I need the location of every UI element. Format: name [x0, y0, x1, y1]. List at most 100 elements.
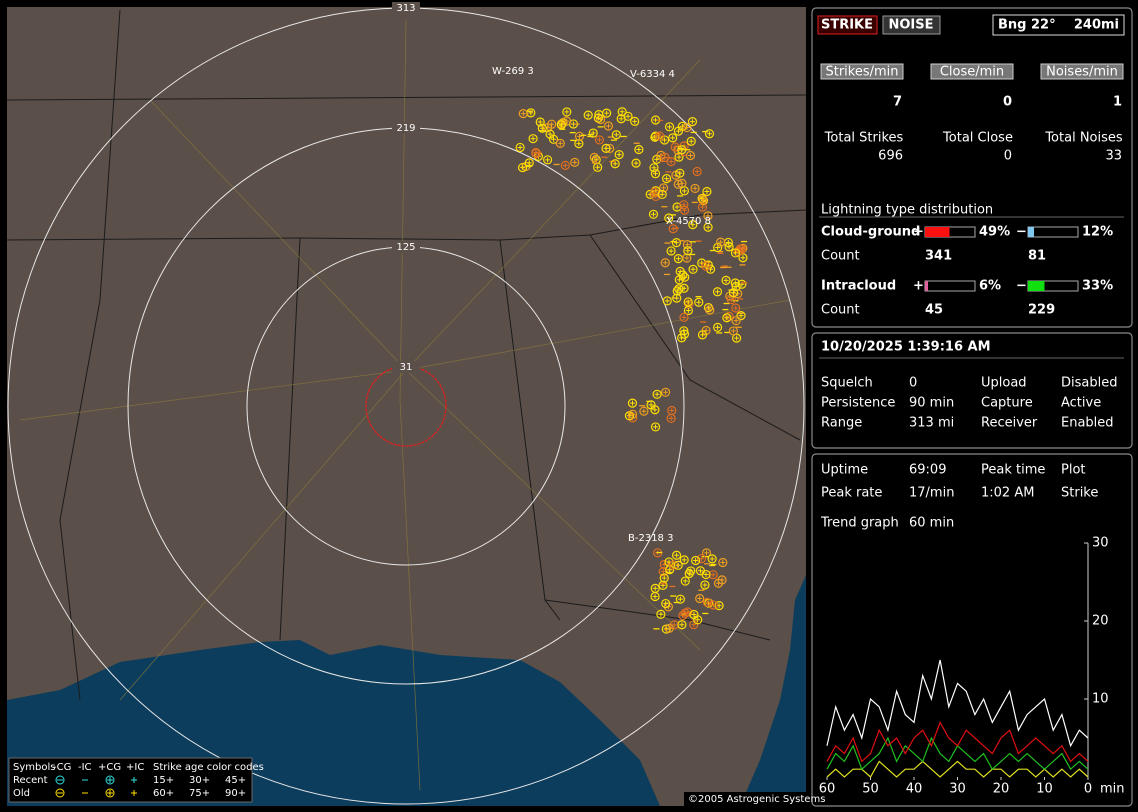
strike [697, 568, 703, 574]
noise-button[interactable] [882, 15, 941, 35]
strike [576, 133, 582, 139]
strike [595, 115, 601, 121]
rate-button[interactable] [1040, 63, 1124, 80]
legend-box [8, 757, 253, 803]
strike [684, 255, 690, 261]
strike [696, 299, 702, 305]
legend-symbol [55, 788, 65, 798]
strike [710, 602, 716, 608]
strike [695, 593, 705, 604]
x-tick-label: 20 [993, 782, 1010, 797]
strike [707, 554, 717, 564]
strike [531, 147, 541, 158]
borders [6, 9, 807, 701]
strike [674, 552, 680, 558]
distribution-title: Lightning type distribution [821, 203, 993, 218]
strike [715, 324, 721, 330]
strike [675, 266, 685, 276]
trend-line [826, 720, 1089, 763]
strike [526, 160, 532, 166]
strike [679, 555, 689, 565]
legend-symbol [131, 790, 137, 796]
strike [663, 389, 669, 395]
strike [555, 138, 565, 148]
ring-label: 219 [396, 123, 415, 134]
strike [704, 188, 710, 194]
strike [677, 596, 683, 602]
strike [661, 185, 667, 191]
strike [639, 406, 649, 416]
sign: + [913, 225, 924, 240]
x-tick-label: 0 [1084, 782, 1092, 797]
strike [675, 128, 681, 134]
legend-header: +CG [98, 762, 121, 773]
x-tick-label: 30 [949, 782, 966, 797]
strike [686, 136, 696, 146]
strike [657, 189, 667, 200]
strike [731, 281, 741, 292]
legend-header: -CG [53, 762, 71, 773]
strike [675, 181, 681, 187]
panel-status [811, 332, 1133, 449]
strike [701, 261, 711, 271]
strike [681, 314, 687, 320]
strike [674, 204, 680, 210]
strike [667, 124, 673, 130]
panel [811, 453, 1133, 807]
strike [726, 294, 736, 305]
strike [564, 118, 570, 124]
bar [1028, 281, 1045, 291]
strike [668, 159, 674, 165]
strike [740, 255, 746, 261]
strike [703, 550, 709, 556]
strike [669, 407, 675, 413]
strike [664, 557, 674, 567]
strike [675, 562, 681, 568]
strike [611, 130, 621, 140]
strike [630, 411, 636, 417]
strike [714, 289, 720, 295]
bar [1028, 227, 1034, 237]
stats-cell: Peak time [981, 463, 1045, 478]
strike [682, 122, 692, 133]
strike [703, 222, 713, 232]
x-unit: min [1100, 782, 1125, 797]
strike [680, 576, 690, 586]
rate-button[interactable] [820, 63, 904, 80]
strike [659, 559, 669, 570]
x-tick-label: 10 [1036, 782, 1053, 797]
age-code: 30+ [189, 775, 210, 786]
strike [679, 205, 690, 215]
panel [811, 7, 1133, 328]
strike [675, 594, 685, 604]
strike [666, 413, 676, 424]
strike [708, 600, 719, 610]
strike [714, 600, 724, 611]
strike [697, 596, 703, 602]
strike [537, 119, 543, 125]
strike [659, 191, 665, 197]
legend-row: Old [13, 788, 30, 799]
strike-button[interactable] [817, 15, 878, 35]
age-code: 15+ [153, 775, 174, 786]
strike [718, 239, 724, 245]
status-cell: Persistence [821, 396, 895, 411]
rate-label: Noises/min [1046, 65, 1118, 80]
rate-button[interactable] [930, 63, 1014, 80]
strike [695, 617, 701, 623]
strike [662, 260, 668, 266]
trend-value: 60 min [909, 516, 954, 531]
strike [674, 284, 684, 294]
strike [699, 332, 705, 338]
strike [677, 620, 687, 630]
strike [627, 409, 638, 419]
strike [687, 153, 693, 159]
status-cell: Disabled [1061, 376, 1117, 391]
strike [724, 315, 730, 321]
strike [700, 580, 710, 590]
strike [728, 297, 734, 303]
legend-symbol [131, 777, 137, 783]
strike [604, 110, 610, 116]
strike [701, 569, 711, 580]
